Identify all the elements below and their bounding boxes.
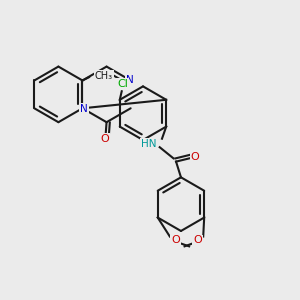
Text: HN: HN xyxy=(141,139,156,149)
Text: N: N xyxy=(80,104,88,114)
Text: N: N xyxy=(126,75,134,85)
Text: O: O xyxy=(100,134,109,144)
Text: O: O xyxy=(191,152,200,162)
Text: O: O xyxy=(193,236,202,245)
Text: O: O xyxy=(171,236,180,245)
Text: Cl: Cl xyxy=(117,79,128,89)
Text: CH₃: CH₃ xyxy=(95,70,113,81)
